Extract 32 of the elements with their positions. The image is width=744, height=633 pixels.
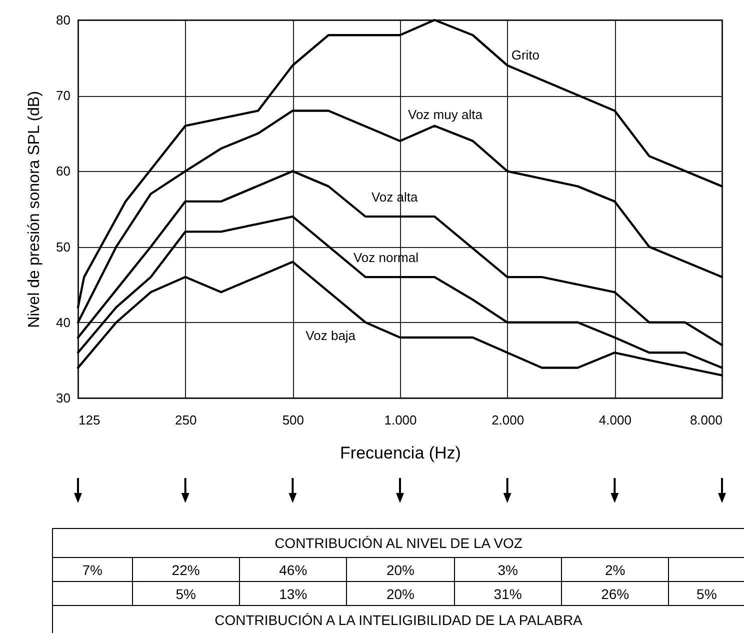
x-tick-label: 250 (174, 412, 197, 428)
text: 26% (601, 586, 630, 602)
text: CONTRIBUCIÓN AL NIVEL DE LA VOZ (52, 528, 744, 558)
x-axis-title: Frecuencia (Hz) (340, 444, 461, 462)
text: 7% (82, 562, 102, 578)
y-tick-label: 40 (56, 314, 70, 330)
y-tick-label: 80 (56, 12, 70, 28)
text: 5% (696, 586, 717, 602)
text: 46% (279, 562, 308, 578)
x-tick-label: 1.000 (384, 412, 417, 428)
y-tick-label: 60 (56, 164, 70, 179)
x-tick-label: 125 (78, 412, 100, 428)
y-tick-label: 70 (56, 88, 70, 104)
text: 22% (172, 562, 200, 578)
text: 5% (176, 586, 196, 602)
text: 13% (279, 586, 308, 602)
text: 2% (605, 562, 626, 578)
series-label: Voz baja (306, 328, 356, 343)
y-tick-label: 30 (56, 390, 70, 406)
y-tick-label: 50 (56, 239, 70, 254)
text: 20% (386, 586, 414, 602)
text: CONTRIBUCIÓN A LA INTELIGIBILIDAD DE LA PALABRA (52, 606, 744, 633)
x-tick-label: 2.000 (492, 412, 524, 428)
series-label: Voz muy alta (408, 106, 484, 122)
text: 31% (494, 586, 522, 602)
y-axis-title: Nivel de presión sonora SPL (dB) (26, 91, 44, 328)
x-tick-label: 4.000 (598, 412, 632, 428)
x-tick-label: 8.000 (690, 412, 722, 428)
series-label: Grito (511, 47, 540, 62)
x-tick-label: 500 (282, 412, 304, 428)
text: 3% (498, 562, 518, 578)
text: 20% (386, 562, 414, 578)
